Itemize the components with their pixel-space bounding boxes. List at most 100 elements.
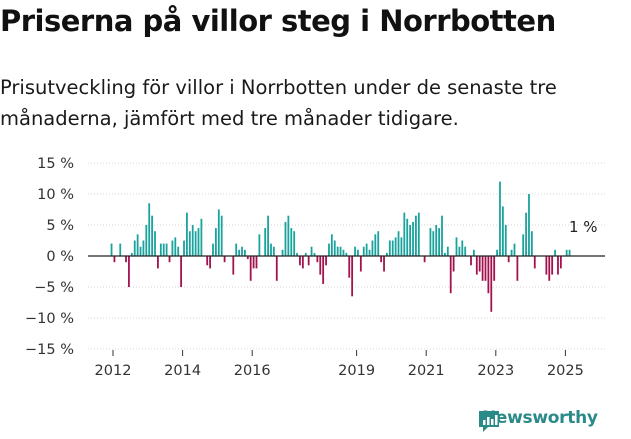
bar — [264, 228, 267, 256]
bar — [200, 218, 203, 256]
bar — [357, 249, 359, 256]
bar — [458, 246, 461, 256]
bar — [391, 240, 394, 256]
bar — [481, 256, 484, 281]
bar — [322, 256, 325, 284]
bar — [472, 249, 475, 256]
x-tick-label: 2025 — [547, 363, 584, 379]
chart-title: Priserna på villor steg i Norrbotten — [0, 4, 556, 38]
logo-icon — [479, 411, 499, 432]
bar — [154, 231, 156, 256]
bar — [194, 231, 197, 256]
bar — [267, 215, 269, 256]
x-axis: 2012 2014 2016 2019 2021 2023 2025 — [95, 350, 584, 379]
bar — [287, 215, 290, 256]
bar — [119, 243, 122, 256]
bar — [272, 246, 275, 256]
bar — [383, 256, 385, 272]
bar — [159, 243, 162, 256]
bar — [325, 256, 327, 266]
bar — [290, 228, 293, 256]
bar — [255, 256, 258, 269]
bar — [412, 221, 414, 256]
bar — [490, 256, 493, 312]
bar — [461, 240, 464, 256]
bar — [304, 252, 307, 256]
bar — [429, 228, 432, 256]
bar — [299, 256, 301, 266]
x-tick-label: 2012 — [95, 363, 132, 379]
bar — [452, 256, 455, 272]
bar — [365, 243, 368, 256]
bar — [435, 225, 438, 256]
bar — [354, 246, 356, 256]
bar — [475, 256, 478, 275]
y-tick-label: 15 % — [37, 156, 74, 172]
bar — [528, 194, 530, 256]
bar — [400, 237, 403, 256]
bar — [191, 225, 194, 256]
bar — [162, 243, 165, 256]
y-tick-label: 10 % — [37, 187, 74, 203]
bar — [496, 249, 498, 256]
bar — [377, 231, 380, 256]
bar — [403, 212, 406, 256]
bar — [470, 256, 472, 266]
bar — [507, 256, 510, 263]
bar — [415, 215, 417, 256]
bar — [487, 256, 490, 294]
bar — [316, 256, 319, 263]
bar — [371, 240, 374, 256]
x-tick-label: 2023 — [477, 363, 514, 379]
bar — [258, 234, 261, 256]
bar — [145, 225, 148, 256]
last-value-label: 1 % — [569, 218, 598, 236]
bar — [510, 249, 513, 256]
bar — [333, 240, 336, 256]
bar — [423, 256, 426, 263]
bar — [133, 240, 136, 256]
bar — [319, 256, 322, 275]
bar — [548, 256, 551, 281]
bar — [406, 218, 409, 256]
bar — [215, 228, 217, 256]
y-tick-label: −15 % — [25, 342, 74, 358]
bar — [359, 256, 362, 272]
bar — [206, 256, 209, 266]
bar — [275, 256, 278, 281]
bar — [362, 246, 365, 256]
bar — [449, 256, 452, 294]
bar — [310, 246, 313, 256]
bar — [241, 246, 243, 256]
bar — [151, 215, 154, 256]
y-tick-label: −10 % — [25, 311, 74, 327]
bar — [174, 237, 177, 256]
bar — [209, 256, 211, 269]
x-tick-label: 2019 — [338, 363, 375, 379]
newsworthy-logo[interactable]: Newsworthy — [476, 408, 598, 432]
bar — [217, 209, 220, 256]
bar — [438, 228, 441, 256]
bar — [493, 256, 496, 281]
bar — [533, 256, 536, 269]
bar — [148, 203, 151, 256]
bar — [232, 256, 235, 275]
bar — [409, 225, 412, 256]
bar — [348, 256, 351, 278]
bar — [238, 249, 240, 256]
x-tick-label: 2016 — [234, 363, 271, 379]
bar — [525, 212, 527, 256]
bar — [223, 256, 226, 263]
bar — [444, 252, 446, 256]
bar — [220, 215, 223, 256]
bar — [441, 215, 443, 256]
chart-subtitle: Prisutveckling för villor i Norrbotten u… — [0, 76, 557, 130]
bar — [455, 237, 458, 256]
x-tick-label: 2014 — [164, 363, 201, 379]
bar — [504, 225, 507, 256]
bar — [432, 231, 435, 256]
bar — [307, 256, 310, 266]
bar — [342, 249, 345, 256]
bar — [484, 256, 487, 281]
